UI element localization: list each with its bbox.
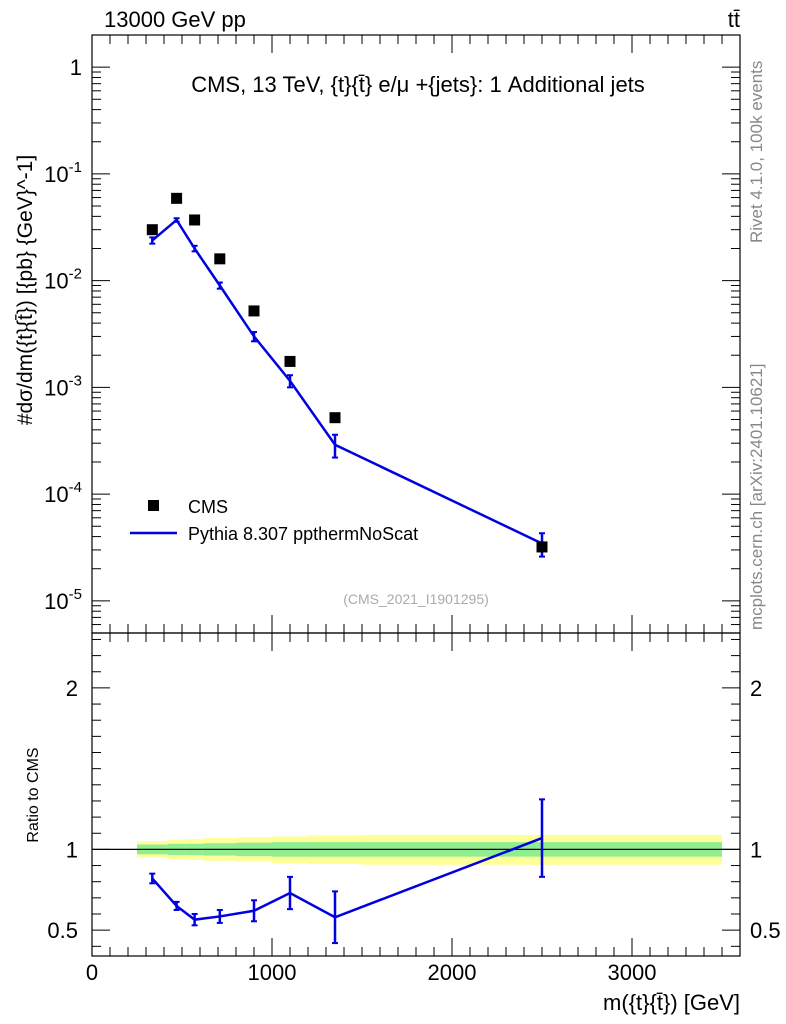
- ratio-panel: 0 1000 2000 3000 2 2 1 1 0.5 0.5 Ratio to CMS m({…: [25, 632, 781, 1015]
- ratio-x-tick-label: 0: [86, 960, 98, 985]
- main-series: [146, 192, 548, 558]
- mcplots-label: mcplots.cern.ch [arXiv:2401.10621]: [747, 364, 766, 630]
- legend: CMS Pythia 8.307 ppthermNoScat: [130, 497, 418, 544]
- pythia-line: [151, 218, 543, 545]
- ratio-series: [149, 798, 545, 945]
- cms-data-point: [248, 305, 260, 317]
- cms-data-point: [189, 214, 201, 226]
- ratio-xlabel: m({t}{t̄}) [GeV]: [603, 990, 740, 1015]
- main-axes: 1 10-1 10-2 10-3 10-4 10-5: [44, 34, 741, 633]
- cms-data-point: [536, 541, 548, 553]
- process-symbol: tt̄: [728, 7, 740, 32]
- ratio-x-tick-label: 1000: [248, 960, 297, 985]
- main-y-tick-label: 10-3: [44, 372, 82, 400]
- ratio-x-tick-label: 3000: [608, 960, 657, 985]
- ratio-y-tick-label-right: 1: [750, 837, 762, 862]
- ratio-y-tick-label-right: 2: [750, 676, 762, 701]
- main-title: CMS, 13 TeV, {t}{t̄} e/μ +{jets}: 1 Addi…: [191, 72, 645, 97]
- main-y-tick-label: 1: [70, 55, 82, 80]
- legend-label-cms: CMS: [188, 497, 228, 517]
- beam-label: 13000 GeV pp: [104, 7, 246, 32]
- main-y-tick-label: 10-4: [44, 479, 82, 507]
- legend-marker-cms: [148, 500, 159, 511]
- main-panel: 1 10-1 10-2 10-3 10-4 10-5 CMS, 13 TeV, {t}{t…: [14, 34, 741, 634]
- cms-data-point: [171, 192, 183, 204]
- pythia-ratio-line: [151, 836, 543, 921]
- cms-data-point: [284, 355, 296, 367]
- ratio-y-tick-label: 0.5: [47, 918, 78, 943]
- ratio-panel-frame: [91, 632, 741, 957]
- ratio-x-tick-label: 2000: [428, 960, 477, 985]
- main-y-tick-label: 10-1: [44, 159, 82, 187]
- cms-data-point: [214, 253, 226, 265]
- cms-data-point: [329, 412, 341, 424]
- ratio-axes: 0 1000 2000 3000 2 2 1 1 0.5 0.5: [47, 633, 781, 985]
- legend-label-pythia: Pythia 8.307 ppthermNoScat: [188, 524, 418, 544]
- main-y-tick-label: 10-2: [44, 266, 82, 294]
- ratio-y-tick-label-right: 0.5: [750, 918, 781, 943]
- main-ylabel: #dσ/dm({t}{t̄}) [{pb} {GeV}^-1]: [14, 155, 37, 425]
- cms-data-point: [146, 224, 158, 236]
- main-y-tick-label: 10-5: [44, 586, 82, 614]
- analysis-id: (CMS_2021_I1901295): [343, 591, 489, 607]
- ratio-ylabel: Ratio to CMS: [25, 747, 42, 842]
- rivet-label: Rivet 4.1.0, 100k events: [747, 61, 766, 243]
- ratio-bands: [92, 834, 740, 865]
- ratio-y-tick-label: 2: [66, 676, 78, 701]
- ratio-y-tick-label: 1: [66, 837, 78, 862]
